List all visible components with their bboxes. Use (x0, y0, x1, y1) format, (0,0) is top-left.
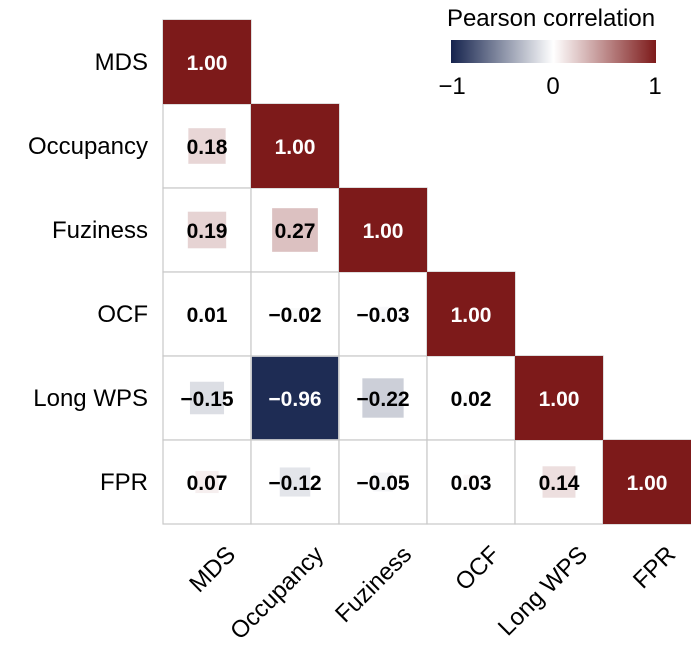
correlation-square (464, 392, 478, 404)
correlation-square (195, 470, 219, 494)
correlation-square (515, 356, 603, 440)
correlation-value: −0.22 (356, 388, 409, 411)
column-label: MDS (184, 541, 241, 598)
correlation-square (163, 20, 251, 104)
heatmap-cell: −0.15 (180, 381, 234, 415)
correlation-value: 1.00 (627, 472, 668, 495)
correlation-value: 1.00 (275, 136, 316, 159)
heatmap-cell: 0.14 (539, 466, 580, 498)
legend-tick-max: 1 (648, 73, 661, 100)
correlation-square (188, 128, 226, 164)
correlation-value: 0.14 (539, 472, 580, 495)
correlation-value: −0.15 (180, 388, 233, 411)
correlation-value: 0.27 (275, 220, 316, 243)
correlation-value: −0.03 (356, 304, 409, 327)
correlation-value: −0.05 (356, 472, 409, 495)
heatmap-cell: 1.00 (515, 356, 603, 440)
legend-tick-zero: 0 (546, 73, 559, 100)
grid-cell (250, 271, 340, 357)
row-label: OCF (97, 301, 148, 328)
heatmap-cell: −0.03 (356, 304, 409, 327)
correlation-square (288, 308, 302, 320)
heatmap-cell: −0.05 (356, 472, 409, 495)
heatmap-cell: −0.02 (268, 304, 321, 327)
heatmap-cell: 0.07 (187, 470, 228, 495)
correlation-square (272, 208, 318, 252)
correlation-value: −0.02 (268, 304, 321, 327)
correlation-value: −0.12 (268, 472, 321, 495)
correlation-value: 0.07 (187, 472, 228, 495)
row-label: Long WPS (33, 385, 148, 412)
row-label: Fuziness (52, 217, 148, 244)
correlation-square (279, 467, 311, 497)
row-label: FPR (100, 469, 148, 496)
correlation-square (187, 211, 227, 249)
column-label: Occupancy (225, 541, 329, 645)
heatmap-cell: 0.01 (187, 304, 228, 327)
correlation-value: 0.01 (187, 304, 228, 327)
heatmap-cell: 1.00 (427, 272, 515, 356)
heatmap-cell: 1.00 (163, 20, 251, 104)
correlation-value: 0.19 (187, 220, 228, 243)
correlation-value: 1.00 (363, 220, 404, 243)
row-label: MDS (95, 49, 148, 76)
correlation-value: 0.18 (187, 136, 228, 159)
legend-tick-min: −1 (438, 73, 465, 100)
heatmap-cell: 1.00 (251, 104, 339, 188)
legend-colorbar (451, 40, 656, 63)
correlation-value: 0.03 (451, 472, 492, 495)
correlation-square (427, 272, 515, 356)
heatmap-cell: 1.00 (339, 188, 427, 272)
row-labels: MDS Occupancy Fuziness OCF Long WPS FPR (28, 49, 148, 496)
correlation-value: 1.00 (187, 52, 228, 75)
heatmap-cell: 0.18 (187, 128, 228, 164)
column-label: FPR (628, 541, 681, 594)
correlation-square (362, 378, 404, 418)
column-label: Long WPS (493, 541, 593, 641)
correlation-square (542, 466, 576, 498)
correlation-square (202, 309, 212, 319)
correlation-square (375, 306, 391, 322)
correlation-value: 1.00 (451, 304, 492, 327)
legend-title: Pearson correlation (447, 5, 655, 32)
correlation-value: −0.96 (268, 388, 321, 411)
heatmap-cell: 0.03 (451, 472, 492, 495)
row-label: Occupancy (28, 133, 148, 160)
heatmap-cell: 1.00 (603, 440, 691, 524)
heatmap-cell: −0.12 (268, 467, 322, 497)
column-label: OCF (450, 541, 505, 596)
correlation-square (189, 381, 225, 415)
correlation-square (373, 472, 393, 492)
cell-layer: 1.00 0.18 1.00 0.19 0.27 1.00 0.01 −0.02 −0.03 1.… (163, 20, 691, 524)
correlation-square (251, 104, 339, 188)
heatmap-cell: 0.19 (187, 211, 228, 249)
correlation-square (251, 356, 339, 440)
heatmap-cell: 0.27 (272, 208, 318, 252)
correlation-value: 1.00 (539, 388, 580, 411)
column-label: Fuziness (330, 541, 417, 628)
correlation-square (463, 474, 479, 490)
correlation-value: 0.02 (451, 388, 492, 411)
heatmap-cell: 0.02 (451, 388, 492, 411)
legend: Pearson correlation −1 0 1 (438, 5, 661, 100)
heatmap-cell: −0.22 (356, 378, 410, 418)
correlation-square (603, 440, 691, 524)
correlation-square (339, 188, 427, 272)
heatmap-cell: −0.96 (251, 356, 339, 440)
